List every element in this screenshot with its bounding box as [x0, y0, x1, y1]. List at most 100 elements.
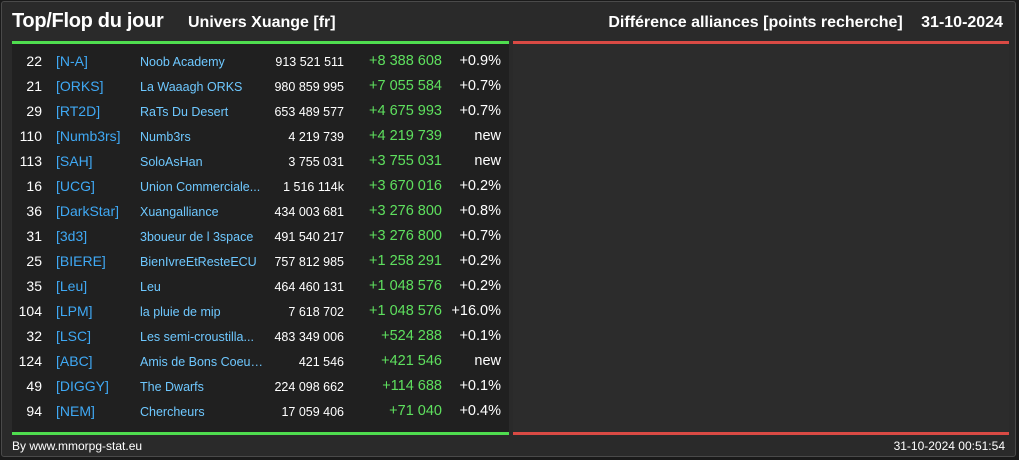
alliance-name[interactable]: RaTs Du Desert: [140, 105, 229, 119]
alliance-tag[interactable]: [SAH]: [56, 153, 93, 169]
alliance-points: 483 349 006: [274, 330, 344, 344]
alliance-tag[interactable]: [DarkStar]: [56, 203, 120, 219]
alliance-tag[interactable]: [N-A]: [56, 53, 88, 69]
alliance-rank: 49: [26, 378, 42, 394]
percent-change: +0.2%: [459, 278, 501, 294]
alliance-row: 21 [ORKS] La Waaagh ORKS 980 859 995 +7 055 …: [12, 75, 509, 100]
alliance-name[interactable]: Numb3rs: [140, 130, 191, 144]
percent-change: +0.2%: [459, 178, 501, 194]
alliance-name[interactable]: The Dwarfs: [140, 380, 204, 394]
percent-change: +0.1%: [459, 378, 501, 394]
alliance-tag[interactable]: [Numb3rs]: [56, 128, 121, 144]
alliance-points: 1 516 114k: [283, 180, 344, 194]
points-difference: +1 048 576: [369, 278, 442, 294]
top-gain-divider: [12, 41, 509, 44]
alliance-rank: 25: [26, 253, 42, 269]
alliance-tag[interactable]: [ORKS]: [56, 78, 104, 94]
universe-label: Univers Xuange [fr]: [188, 14, 336, 31]
points-difference: +3 670 016: [369, 178, 442, 194]
alliance-points: 3 755 031: [288, 155, 344, 169]
alliance-tag[interactable]: [Leu]: [56, 278, 88, 294]
alliance-name[interactable]: Amis de Bons Coeur...: [140, 355, 264, 369]
alliance-rank: 104: [18, 303, 42, 319]
alliance-rank: 22: [26, 53, 42, 69]
alliance-rank: 29: [26, 103, 42, 119]
alliance-rank: 21: [26, 78, 42, 94]
alliance-row: 113 [SAH] SoloAsHan 3 755 031 +3 755 031 new: [12, 150, 509, 175]
points-difference: +7 055 584: [369, 78, 442, 94]
alliance-row: 25 [BIERE] BienIvreEtResteECU 757 812 985 +1…: [12, 250, 509, 275]
points-difference: +4 219 739: [369, 128, 442, 144]
alliance-tag[interactable]: [DIGGY]: [56, 378, 109, 394]
points-difference: +1 258 291: [369, 253, 442, 269]
alliance-row: 94 [NEM] Chercheurs 17 059 406 +71 040 +0.4%: [12, 400, 509, 425]
footer-credit[interactable]: By www.mmorpg-stat.eu: [12, 439, 143, 453]
alliance-row: 31 [3d3] 3boueur de l 3space 491 540 217 +3 …: [12, 225, 509, 250]
alliance-name[interactable]: La Waaagh ORKS: [140, 80, 243, 94]
alliance-row: 35 [Leu] Leu 464 460 131 +1 048 576 +0.2%: [12, 275, 509, 300]
percent-change: +0.7%: [459, 103, 501, 119]
alliance-points: 653 489 577: [274, 105, 344, 119]
category-label: Différence alliances [points recherche]: [608, 14, 903, 31]
alliance-name[interactable]: la pluie de mip: [140, 305, 221, 319]
points-difference: +1 048 576: [369, 303, 442, 319]
alliance-name[interactable]: Leu: [140, 280, 161, 294]
top-losers-panel: [513, 44, 1009, 432]
alliance-row: 110 [Numb3rs] Numb3rs 4 219 739 +4 219 739 ne…: [12, 125, 509, 150]
alliance-rank: 16: [26, 178, 42, 194]
percent-change: +0.2%: [459, 253, 501, 269]
alliance-rank: 32: [26, 328, 42, 344]
points-difference: +8 388 608: [369, 53, 442, 69]
bottom-loss-divider: [513, 432, 1009, 435]
alliance-name[interactable]: Xuangalliance: [140, 205, 219, 219]
alliance-tag[interactable]: [RT2D]: [56, 103, 101, 119]
alliance-row: 104 [LPM] la pluie de mip 7 618 702 +1 048 5…: [12, 300, 509, 325]
alliance-name[interactable]: 3boueur de l 3space: [140, 230, 254, 244]
top-gainers-list: 22 [N-A] Noob Academy 913 521 511 +8 388 608…: [12, 44, 509, 432]
points-difference: +71 040: [389, 403, 442, 419]
alliance-row: 124 [ABC] Amis de Bons Coeur... 421 546 +421…: [12, 350, 509, 375]
alliance-points: 757 812 985: [274, 255, 344, 269]
alliance-tag[interactable]: [3d3]: [56, 228, 88, 244]
alliance-row: 32 [LSC] Les semi-croustilla... 483 349 006…: [12, 325, 509, 350]
alliance-points: 224 098 662: [274, 380, 344, 394]
alliance-points: 464 460 131: [274, 280, 344, 294]
alliance-rank: 94: [26, 403, 42, 419]
footer-timestamp: 31-10-2024 00:51:54: [893, 439, 1005, 453]
alliance-tag[interactable]: [NEM]: [56, 403, 95, 419]
points-difference: +114 688: [382, 378, 442, 394]
alliance-name[interactable]: Chercheurs: [140, 405, 205, 419]
percent-change: new: [474, 353, 501, 369]
top-loss-divider: [513, 41, 1009, 44]
points-difference: +4 675 993: [369, 103, 442, 119]
alliance-name[interactable]: BienIvreEtResteECU: [140, 255, 257, 269]
alliance-name[interactable]: Union Commerciale...: [140, 180, 261, 194]
alliance-tag[interactable]: [BIERE]: [56, 253, 106, 269]
alliance-points: 980 859 995: [274, 80, 344, 94]
alliance-tag[interactable]: [UCG]: [56, 178, 95, 194]
alliance-row: 49 [DIGGY] The Dwarfs 224 098 662 +114 688 +0…: [12, 375, 509, 400]
alliance-rank: 113: [19, 153, 42, 169]
alliance-tag[interactable]: [ABC]: [56, 353, 93, 369]
alliance-name[interactable]: SoloAsHan: [140, 155, 203, 169]
percent-change: +0.9%: [459, 53, 501, 69]
alliance-rank: 110: [19, 128, 42, 144]
alliance-points: 7 618 702: [288, 305, 344, 319]
alliance-tag[interactable]: [LPM]: [56, 303, 93, 319]
percent-change: +0.4%: [459, 403, 501, 419]
alliance-row: 36 [DarkStar] Xuangalliance 434 003 681 +3 2…: [12, 200, 509, 225]
alliance-tag[interactable]: [LSC]: [56, 328, 92, 344]
percent-change: new: [474, 153, 501, 169]
alliance-points: 491 540 217: [274, 230, 344, 244]
header-info: Différence alliances [points recherche] …: [608, 14, 1003, 32]
alliance-points: 421 546: [298, 355, 344, 369]
points-difference: +3 755 031: [369, 153, 442, 169]
alliance-rank: 124: [18, 353, 42, 369]
percent-change: +0.8%: [459, 203, 501, 219]
alliance-name[interactable]: Noob Academy: [140, 55, 225, 69]
alliance-points: 4 219 739: [288, 130, 344, 144]
alliance-name[interactable]: Les semi-croustilla...: [140, 330, 254, 344]
percent-change: +0.7%: [459, 78, 501, 94]
bottom-gain-divider: [12, 432, 509, 435]
